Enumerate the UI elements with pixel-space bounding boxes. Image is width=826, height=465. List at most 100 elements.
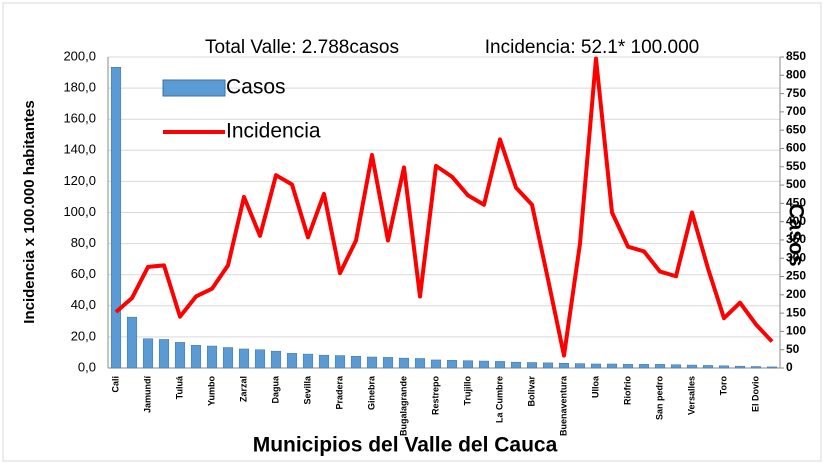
bar [398,357,410,369]
legend-label: Casos [226,76,286,99]
bar [766,366,778,369]
y-tick-label: 140,0 [63,142,96,157]
bar [478,360,490,369]
bar [254,349,266,369]
bar [702,365,714,369]
y2-tick-label: 800 [786,67,806,81]
y2-tick-label: 750 [786,86,806,100]
bar [750,366,762,369]
y-tick-label: 200,0 [63,48,96,63]
x-tick-label: El Dovio [750,376,760,413]
bar [686,364,698,369]
y-tick-label: 20,0 [71,328,96,343]
line [114,56,774,358]
bar [126,316,138,369]
bar [542,362,554,369]
bar [270,350,282,369]
y2-tick-label: 150 [786,305,806,319]
bar [622,364,634,369]
bar [670,364,682,369]
bar [446,360,458,369]
y2-tick-label: 650 [786,122,806,136]
bar [190,345,202,369]
bar [222,347,234,369]
y2-tick-label: 550 [786,159,806,173]
x-tick-label: La Cumbre [494,376,504,423]
x-tick-label: Toro [718,375,728,395]
x-tick-label: Jamundí [142,376,152,414]
y2-tick-label: 50 [786,342,800,356]
x-tick-label: Bugalagrande [398,376,408,436]
x-tick-label: Ulloa [590,375,600,398]
bar [414,358,426,369]
y-tick-label: 160,0 [63,111,96,126]
x-tick-label: Pradera [334,375,344,410]
legend-label: Incidencia [226,120,321,143]
x-tick-label: Versalles [686,376,696,415]
x-tick-label: Trujillo [462,376,472,406]
annotation: Total Valle: 2.788casos [205,37,399,58]
bar [718,365,730,369]
y-axis-title: Incidencia x 100.000 habitantes [21,100,38,323]
y2-tick-label: 300 [786,250,806,264]
x-tick-label: San pedro [654,376,664,421]
y2-tick-label: 100 [786,324,806,338]
x-axis-title: Municipios del Valle del Cauca [253,434,558,457]
x-tick-label: Yumbo [206,376,216,407]
x-tick-label: Buenaventura [558,375,568,436]
bar [206,345,218,369]
legend-swatch [162,79,226,97]
y2-tick-label: 450 [786,196,806,210]
y-tick-label: 60,0 [71,266,96,281]
y2-tick-label: 0 [786,360,793,374]
bar [590,363,602,369]
x-tick-label: Zarzal [238,376,248,402]
bar [606,363,618,369]
bar [494,361,506,369]
bar [110,66,122,369]
bar [558,362,570,369]
bar [366,356,378,369]
bar [510,361,522,369]
bar [526,362,538,369]
x-tick-label: Sevilla [302,375,312,405]
bar [734,365,746,369]
y2-tick-label: 850 [786,49,806,63]
y2-tick-label: 700 [786,104,806,118]
x-tick-label: Ginebra [366,375,376,410]
y2-tick-label: 500 [786,177,806,191]
bar [302,353,314,369]
bar [318,354,330,369]
y-tick-label: 0,0 [78,359,96,374]
y-tick-label: 40,0 [71,297,96,312]
annotation: Incidencia: 52.1* 100.000 [485,37,699,58]
y2-tick-label: 400 [786,214,806,228]
bar [382,357,394,369]
y-tick-label: 100,0 [63,204,96,219]
bar [430,359,442,369]
y2-tick-label: 250 [786,269,806,283]
x-tick-label: Riofrio [622,376,632,405]
y-tick-label: 80,0 [71,235,96,250]
y2-axis-title: Casos [784,203,807,266]
y2-tick-label: 600 [786,141,806,155]
bar [638,364,650,369]
x-tick-label: Dagua [270,375,280,404]
bar [174,342,186,369]
y2-tick-label: 350 [786,232,806,246]
bar [574,363,586,369]
x-tick-label: Tuluá [174,375,184,399]
bar [334,355,346,369]
bar [142,338,154,369]
y-tick-label: 180,0 [63,80,96,95]
bar [238,348,250,369]
bar [350,356,362,369]
x-tick-label: Cali [110,376,120,393]
bar [654,364,666,369]
y-tick-label: 120,0 [63,173,96,188]
x-tick-label: Bolivar [526,376,536,407]
y2-tick-label: 200 [786,287,806,301]
x-tick-label: Restrepo [430,376,440,416]
bar [462,360,474,369]
